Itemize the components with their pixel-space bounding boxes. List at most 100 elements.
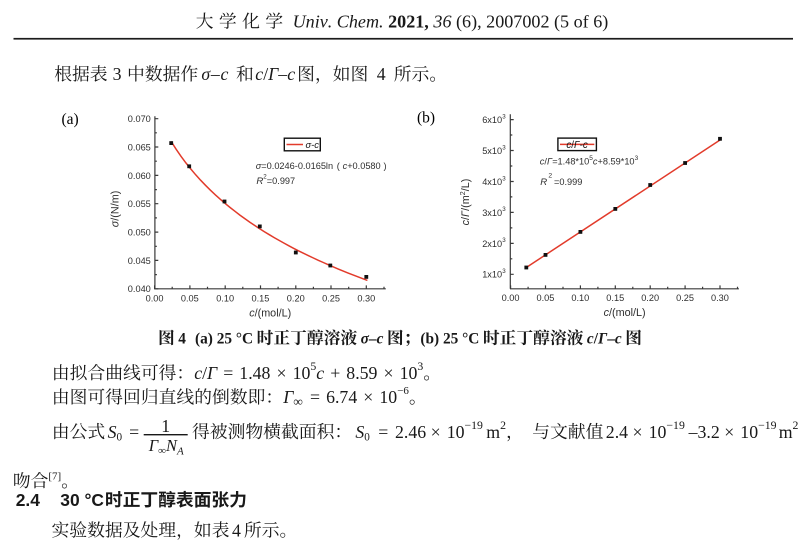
svg-text:1.48: 1.48 (239, 363, 270, 383)
svg-text:=: = (223, 363, 233, 383)
svg-text:c: c (583, 140, 588, 151)
svg-text:8.59: 8.59 (346, 363, 377, 383)
svg-text:2: 2 (500, 418, 506, 432)
svg-text:1x10: 1x10 (482, 270, 502, 280)
svg-text:×: × (431, 422, 441, 442)
svg-text:6.74: 6.74 (326, 387, 357, 407)
svg-text:0.30: 0.30 (357, 293, 375, 303)
svg-text:3: 3 (502, 175, 506, 182)
svg-text:/(mol/L): /(mol/L) (255, 307, 292, 319)
svg-text:Γ: Γ (460, 210, 472, 217)
svg-text:c: c (566, 140, 571, 151)
svg-text:10: 10 (400, 363, 418, 383)
svg-text:Γ: Γ (267, 64, 279, 84)
svg-text:10: 10 (379, 387, 397, 407)
svg-text:-: - (580, 140, 583, 151)
svg-text:6x10: 6x10 (482, 115, 502, 125)
svg-text:(a): (a) (62, 111, 79, 128)
svg-text:-: - (311, 139, 314, 150)
svg-text:c: c (287, 64, 295, 84)
svg-text:0: 0 (117, 432, 123, 444)
svg-text:0.15: 0.15 (252, 293, 270, 303)
svg-text:/: / (460, 217, 472, 220)
svg-text:2: 2 (548, 172, 552, 179)
svg-text:0.060: 0.060 (128, 171, 151, 181)
svg-text:c: c (221, 64, 229, 84)
svg-text:+: + (330, 363, 340, 383)
svg-text:σ: σ (110, 220, 122, 227)
svg-text:c: c (587, 331, 594, 348)
svg-text:10: 10 (740, 422, 758, 442)
svg-text:0.055: 0.055 (128, 199, 151, 209)
svg-text:0.040: 0.040 (128, 284, 151, 294)
svg-text:c: c (255, 64, 263, 84)
svg-text:4: 4 (377, 64, 386, 84)
svg-text:S: S (355, 422, 364, 442)
svg-text:3: 3 (635, 155, 639, 162)
svg-text:Γ: Γ (148, 436, 159, 455)
svg-text:=0.0246-0.0165ln: =0.0246-0.0165ln (261, 161, 333, 171)
svg-text:/(mol/L): /(mol/L) (609, 307, 646, 319)
svg-text:Univ. Chem.: Univ. Chem. (293, 11, 388, 31)
svg-text:4: 4 (178, 331, 186, 348)
svg-text:+8.59*10: +8.59*10 (598, 157, 635, 167)
svg-text:−19: −19 (465, 418, 484, 432)
svg-text:2: 2 (263, 174, 267, 181)
svg-text:3x10: 3x10 (482, 208, 502, 218)
svg-text:30 °C: 30 °C (60, 490, 104, 510)
svg-text:(a) 25 °C: (a) 25 °C (195, 331, 253, 348)
svg-text:–3.2: –3.2 (688, 422, 720, 442)
svg-text:−19: −19 (758, 418, 777, 432)
svg-text:0.045: 0.045 (128, 256, 151, 266)
svg-text:4x10: 4x10 (482, 177, 502, 187)
svg-text:5: 5 (589, 155, 593, 162)
svg-text:(: ( (337, 161, 340, 171)
svg-text:3: 3 (502, 268, 506, 275)
svg-text:=0.997: =0.997 (267, 176, 295, 186)
svg-text:c: c (604, 307, 610, 319)
svg-text:c: c (194, 363, 202, 383)
svg-text:∞: ∞ (293, 394, 303, 409)
svg-text:0: 0 (364, 432, 370, 444)
svg-text:A: A (176, 446, 184, 458)
svg-text:m: m (486, 422, 500, 442)
svg-text:σ: σ (256, 161, 262, 171)
svg-text:×: × (384, 363, 394, 383)
svg-text:Γ: Γ (597, 331, 608, 348)
svg-text:0.065: 0.065 (128, 142, 151, 152)
svg-text:(b) 25 °C: (b) 25 °C (420, 331, 479, 348)
svg-text:/: / (571, 140, 574, 151)
svg-text:0.20: 0.20 (287, 293, 305, 303)
svg-text:/(N/m): /(N/m) (110, 191, 122, 221)
svg-text:c: c (249, 307, 255, 319)
svg-text:σ: σ (201, 64, 211, 84)
svg-text:Γ: Γ (282, 387, 294, 407)
svg-text:0.15: 0.15 (606, 293, 624, 303)
svg-text:[7]: [7] (48, 471, 61, 483)
svg-text:S: S (108, 422, 117, 442)
svg-text:2.4: 2.4 (16, 490, 41, 510)
svg-text:0.10: 0.10 (216, 293, 234, 303)
svg-text:c: c (377, 331, 384, 348)
svg-text:3: 3 (502, 206, 506, 213)
svg-text:c: c (316, 363, 324, 383)
svg-text:∞: ∞ (158, 445, 166, 457)
svg-text:R: R (256, 176, 263, 187)
svg-text:–: – (368, 331, 377, 348)
svg-text:m: m (779, 422, 793, 442)
svg-text:4: 4 (232, 520, 241, 540)
svg-text:3: 3 (502, 144, 506, 151)
svg-text:σ: σ (306, 139, 312, 150)
svg-text:5: 5 (310, 359, 316, 373)
svg-text:×: × (633, 422, 643, 442)
svg-text:0.20: 0.20 (641, 293, 659, 303)
svg-text:2.4: 2.4 (606, 422, 628, 442)
svg-text:0.050: 0.050 (128, 228, 151, 238)
svg-text:2.46: 2.46 (395, 422, 426, 442)
svg-text:2021,: 2021, (388, 11, 433, 31)
svg-text:10: 10 (649, 422, 667, 442)
svg-text:/: / (202, 363, 207, 383)
svg-text:0.30: 0.30 (711, 293, 729, 303)
svg-text:N: N (165, 436, 178, 455)
svg-text:–: – (606, 331, 615, 348)
